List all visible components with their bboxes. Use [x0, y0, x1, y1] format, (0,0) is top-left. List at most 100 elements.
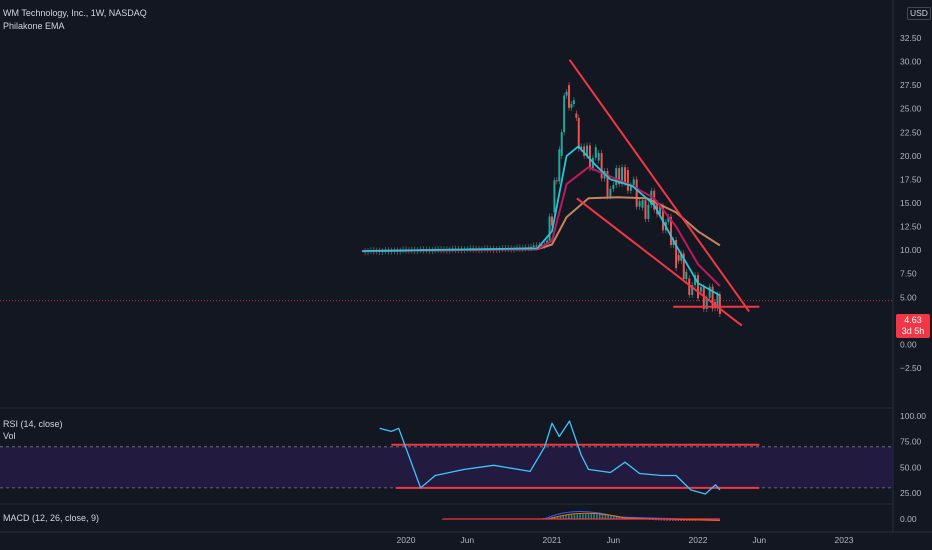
macd-histogram-bar [598, 514, 601, 519]
price-tick-label: −2.50 [900, 363, 922, 373]
macd-histogram-bar [671, 519, 674, 521]
macd-histogram-bar [584, 514, 587, 519]
time-tick-label: 2021 [543, 535, 562, 545]
macd-histogram-bar [669, 519, 671, 521]
time-tick-label: 2022 [689, 535, 708, 545]
candle-body [580, 146, 583, 149]
symbol-title: WM Technology, Inc., 1W, NASDAQ [3, 8, 147, 18]
rsi-tick-label: 50.00 [900, 462, 922, 472]
candle-body [632, 179, 635, 186]
ema-mid-line [362, 166, 721, 287]
candle-body [606, 170, 609, 197]
candle-body [553, 180, 556, 213]
macd-histogram-bar [548, 517, 550, 519]
price-value: 4.63 [904, 315, 922, 325]
time-tick-label: Jun [460, 535, 474, 545]
candle-body [691, 285, 694, 295]
price-tick-label: 22.50 [900, 127, 922, 137]
candle-body [535, 245, 538, 247]
candle-body [555, 180, 558, 182]
candle-body [629, 185, 632, 191]
trendline-lower [576, 197, 743, 327]
macd-tick-label: 0.00 [900, 514, 917, 524]
time-tick-label: 2023 [835, 535, 854, 545]
macd-histogram-bar [562, 515, 565, 519]
candle-body [635, 179, 638, 207]
trendline-upper [568, 59, 750, 313]
time-tick-label: Jun [752, 535, 766, 545]
candle-body [618, 168, 621, 185]
indicator-label: Philakone EMA [3, 21, 65, 31]
candle-body [699, 287, 702, 292]
candle-body [661, 205, 664, 231]
price-tick-label: 17.50 [900, 174, 922, 184]
candle-body [572, 100, 575, 104]
candle-body [650, 190, 653, 205]
candle-body [638, 201, 641, 207]
macd-histogram-bar [674, 519, 677, 521]
candle-body [641, 200, 644, 208]
macd-histogram-bar [680, 519, 682, 521]
candle-body [680, 253, 683, 261]
macd-histogram-bar [610, 515, 612, 519]
price-tick-label: 20.00 [900, 151, 922, 161]
price-tick-label: 32.50 [900, 33, 922, 43]
candle-body [718, 294, 721, 314]
macd-histogram-bar [576, 514, 579, 519]
ema-fast-line [362, 145, 721, 297]
candle-body [653, 190, 656, 210]
candle-body [694, 275, 697, 286]
rsi-tick-label: 25.00 [900, 488, 922, 498]
rsi-band [0, 446, 893, 488]
rsi-title: RSI (14, close) [3, 419, 63, 429]
macd-histogram-bar [666, 519, 668, 521]
candle-body [563, 95, 566, 133]
macd-histogram-bar [570, 514, 573, 519]
macd-histogram-bar [573, 514, 576, 519]
price-tick-label: 5.00 [900, 292, 917, 302]
price-tick-label: 0.00 [900, 339, 917, 349]
time-tick-label: Jun [606, 535, 620, 545]
macd-histogram-bar [607, 514, 609, 519]
candle-body [532, 245, 535, 247]
candle-body [647, 204, 650, 220]
candle-body [669, 216, 672, 245]
candle-body [688, 278, 691, 295]
candle-body [677, 254, 680, 261]
candle-body [577, 117, 580, 149]
candle-body [708, 286, 711, 298]
candle-body [644, 200, 647, 220]
price-tick-label: 30.00 [900, 57, 922, 67]
candle-body [615, 168, 618, 186]
candle-body [548, 216, 551, 241]
price-tick-label: 12.50 [900, 222, 922, 232]
macd-histogram-bar [601, 514, 604, 519]
candle-body [682, 253, 685, 280]
macd-histogram-bar [590, 514, 593, 519]
currency-button[interactable]: USD [907, 7, 931, 20]
vol-label: Vol [3, 431, 16, 441]
candle-body [570, 104, 573, 108]
candle-body [565, 91, 568, 96]
candle-body [594, 147, 597, 158]
macd-histogram-bar [579, 514, 581, 519]
candle-body [624, 167, 626, 184]
candle-body [551, 216, 553, 226]
candle-body [697, 275, 699, 299]
macd-histogram-bar [593, 514, 595, 519]
macd-histogram-bar [615, 515, 618, 519]
macd-histogram-bar [582, 514, 584, 519]
candle-body [685, 271, 688, 280]
candle-body [586, 145, 589, 156]
candle-body [675, 240, 678, 269]
time-tick-label: 2020 [397, 535, 416, 545]
candle-body [702, 287, 705, 309]
price-tick-label: 15.00 [900, 198, 922, 208]
price-tick-label: 10.00 [900, 245, 922, 255]
ema-slow-line [362, 196, 721, 253]
candle-body [568, 85, 571, 108]
candle-body [600, 153, 603, 179]
price-badge: 4.63 3d 5h [896, 314, 930, 338]
candle-body [560, 132, 563, 156]
